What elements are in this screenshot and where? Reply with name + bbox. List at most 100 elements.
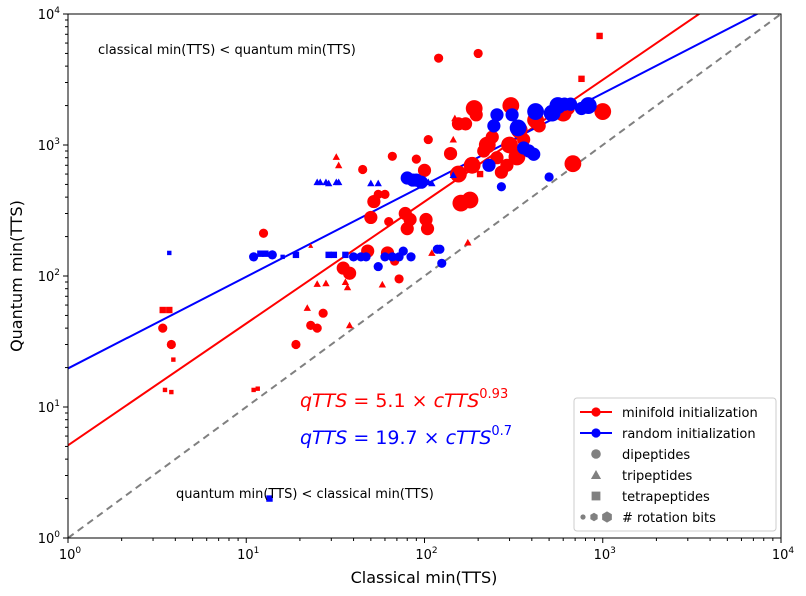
data-point-random [544, 172, 554, 182]
legend-label: tripeptides [622, 469, 693, 484]
data-point-minifold [423, 134, 433, 145]
data-point-random [249, 252, 259, 262]
data-point-minifold [501, 136, 518, 154]
data-point-minifold [578, 75, 585, 83]
data-point-random [490, 108, 504, 122]
data-point-minifold [258, 228, 269, 238]
legend-label: # rotation bits [622, 511, 716, 526]
legend-entry: random initialization [580, 427, 756, 442]
data-point-minifold [308, 243, 314, 248]
data-point-minifold [345, 321, 354, 329]
data-point-random [482, 158, 496, 172]
legend-entry: minifold initialization [580, 406, 758, 421]
data-point-random [257, 250, 264, 257]
y-tick-label: 101 [38, 399, 60, 416]
data-point-minifold [464, 238, 472, 246]
data-point-minifold [564, 155, 582, 173]
data-point-minifold [443, 146, 458, 161]
y-tick-label: 104 [38, 6, 61, 23]
data-point-random [509, 119, 527, 137]
data-point-minifold [303, 304, 311, 311]
data-point-random [527, 147, 541, 161]
legend-label: dipeptides [622, 448, 690, 463]
data-point-random [266, 495, 273, 502]
data-point-random [406, 252, 416, 262]
legend-box [573, 397, 777, 532]
data-point-minifold [463, 156, 481, 174]
x-axis: 100 101 102 103 104 [59, 538, 795, 563]
data-point-random [398, 246, 408, 256]
data-point-minifold [169, 389, 174, 395]
data-point-minifold [428, 249, 436, 256]
data-point-minifold [378, 280, 387, 288]
data-point-random [367, 179, 375, 187]
data-point-minifold [158, 323, 168, 333]
data-point-random [380, 252, 390, 262]
data-point-minifold [485, 130, 499, 144]
legend-entry: tripeptides [590, 469, 693, 484]
x-tick-label: 101 [237, 546, 259, 563]
data-point-random [414, 175, 428, 189]
data-point-minifold [291, 339, 301, 350]
data-point-minifold [332, 153, 340, 160]
data-point-minifold [450, 165, 467, 183]
data-point-minifold [469, 108, 483, 122]
data-point-random [262, 250, 269, 257]
legend-entry: dipeptides [591, 448, 690, 463]
data-point-minifold [458, 117, 473, 131]
data-points [158, 32, 612, 502]
legend-marker-size-medium [590, 512, 598, 522]
data-point-minifold [162, 387, 168, 393]
legend-entry: tetrapeptides [591, 490, 710, 505]
legend-entry: # rotation bits [580, 511, 716, 526]
data-point-minifold [343, 283, 352, 291]
data-point-minifold [159, 306, 166, 314]
equation-random: qTTS = 19.7 × cTTS0.7 [300, 424, 512, 449]
data-point-random [428, 179, 436, 187]
data-point-minifold [476, 170, 484, 178]
data-point-minifold [334, 161, 343, 169]
data-point-random [324, 179, 333, 187]
data-point-minifold [596, 32, 603, 40]
x-tick-label: 100 [59, 546, 82, 563]
data-point-minifold [251, 387, 256, 393]
data-point-random [292, 251, 300, 259]
x-tick-label: 104 [772, 546, 795, 563]
data-point-random [373, 261, 383, 272]
data-point-minifold [322, 279, 330, 287]
annotation-lower: quantum min(TTS) < classical min(TTS) [176, 487, 434, 502]
data-point-minifold [434, 53, 444, 63]
data-point-random [527, 103, 544, 120]
data-point-random [325, 251, 332, 259]
data-point-minifold [342, 266, 357, 280]
data-point-minifold [411, 154, 421, 164]
y-axis-label: Quantum min(TTS) [7, 200, 26, 352]
data-point-minifold [364, 210, 378, 225]
legend-marker-circle [591, 449, 601, 459]
data-point-minifold [380, 189, 390, 199]
fit-line-minifold [68, 14, 701, 447]
data-point-minifold [166, 339, 176, 350]
data-point-random [505, 108, 519, 122]
data-point-minifold [341, 278, 350, 285]
data-point-minifold [171, 357, 176, 362]
data-point-minifold [417, 163, 432, 177]
legend-label: minifold initialization [622, 406, 758, 421]
legend: minifold initialization random initializa… [573, 397, 777, 532]
data-point-minifold [594, 103, 612, 120]
data-point-random [563, 97, 578, 111]
data-point-random [348, 252, 359, 262]
data-point-minifold [358, 164, 368, 175]
data-point-random [437, 258, 447, 268]
data-point-minifold [403, 212, 417, 227]
x-tick-label: 102 [415, 546, 437, 563]
data-point-minifold [420, 222, 435, 236]
legend-marker-triangle [590, 469, 602, 480]
data-point-random [579, 97, 597, 114]
legend-label: tetrapeptides [622, 490, 710, 505]
data-point-minifold [449, 135, 457, 143]
data-point-minifold [373, 189, 383, 199]
data-point-minifold [394, 274, 404, 284]
data-point-random [387, 252, 397, 262]
